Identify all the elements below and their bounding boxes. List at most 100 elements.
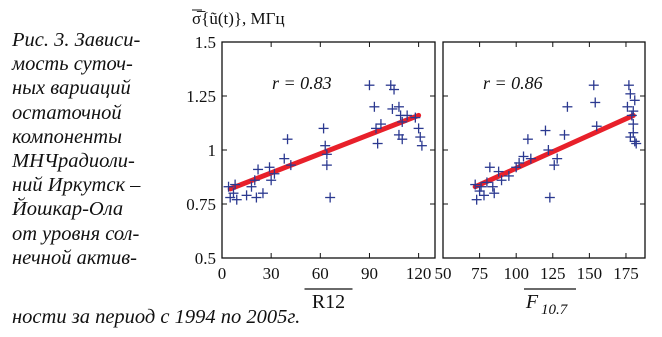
data-point <box>371 123 382 134</box>
correlation-annotation: r = 0.83 <box>272 73 332 93</box>
data-point <box>266 175 277 186</box>
data-point <box>393 101 404 112</box>
data-point <box>474 186 485 197</box>
data-point <box>372 138 383 149</box>
data-point <box>625 132 636 143</box>
x-tick-label: 125 <box>540 264 566 283</box>
data-point <box>626 110 637 121</box>
data-point <box>549 160 560 171</box>
data-point <box>241 190 252 201</box>
x-axis-label: F <box>525 291 539 313</box>
data-point <box>415 132 426 143</box>
x-tick-label: 90 <box>361 264 378 283</box>
correlation-annotation: r = 0.86 <box>483 73 543 93</box>
data-point <box>591 121 602 132</box>
caption-line: ных вариаций <box>12 77 131 100</box>
data-point <box>484 162 495 173</box>
data-point <box>631 138 642 149</box>
x-axis-label-subscript: 10.7 <box>541 302 569 318</box>
caption-line: МНЧрадиоли- <box>12 150 135 173</box>
x-tick-label: 75 <box>471 264 488 283</box>
data-point <box>489 188 500 199</box>
data-point <box>387 103 398 114</box>
data-point <box>518 151 529 162</box>
data-point <box>264 162 275 173</box>
panel-r12: 0 30 60 90 120 0.5 0.75 1 1.25 1.5 σ̅{ũ(t)}, МГц r … <box>186 9 436 313</box>
caption-tail: ности за период с 1994 по 2005г. <box>12 306 301 328</box>
y-tick-label: 1 <box>208 141 217 160</box>
x-tick-label: 120 <box>406 264 432 283</box>
data-point <box>410 112 421 123</box>
data-point <box>228 188 239 199</box>
data-point <box>364 80 375 91</box>
data-point <box>559 129 570 140</box>
data-point <box>487 181 498 192</box>
data-point <box>389 84 400 95</box>
data-point <box>590 97 601 108</box>
data-point <box>470 179 481 190</box>
y-axis-label: σ̅{ũ(t)}, МГц <box>192 9 285 28</box>
caption-line: Йошкар-Ола <box>12 198 124 221</box>
data-point <box>588 80 599 91</box>
caption-line: остаточной <box>12 101 122 124</box>
caption-line: от уровня сол- <box>12 222 140 245</box>
data-point <box>623 80 634 91</box>
x-axis-label: R12 <box>312 291 345 313</box>
data-point <box>628 106 639 117</box>
data-point <box>416 140 427 151</box>
data-point <box>471 194 482 205</box>
x-tick-label: 30 <box>263 264 280 283</box>
data-point <box>282 134 293 145</box>
x-tick-label: 150 <box>577 264 603 283</box>
caption-line: ний Иркутск – <box>12 174 141 197</box>
y-tick-label: 0.75 <box>186 195 216 214</box>
data-point <box>375 119 386 130</box>
data-point <box>493 166 504 177</box>
data-point <box>325 192 336 203</box>
x-tick-label: 100 <box>503 264 529 283</box>
x-tick-label: 0 <box>218 264 227 283</box>
data-point <box>321 149 332 160</box>
data-point <box>318 123 329 134</box>
caption-line: компоненты <box>12 125 122 148</box>
data-point <box>628 119 639 130</box>
data-point <box>397 116 408 127</box>
data-point <box>503 170 514 181</box>
data-point <box>543 145 554 155</box>
figure-caption: Рис. 3. Зависи- мость суточ- ных вариаци… <box>12 28 168 270</box>
data-point <box>540 125 551 136</box>
data-point <box>269 168 280 179</box>
y-tick-label: 0.5 <box>195 249 216 268</box>
x-tick-label: 50 <box>435 264 452 283</box>
data-point <box>481 177 492 188</box>
data-point <box>369 101 380 112</box>
data-point <box>397 134 408 145</box>
data-point <box>230 179 241 190</box>
data-point <box>514 157 525 168</box>
data-point <box>562 101 573 112</box>
data-point <box>321 160 332 171</box>
data-point <box>246 181 257 192</box>
trend-line <box>227 112 422 192</box>
y-tick-label: 1.25 <box>186 87 216 106</box>
data-point <box>625 88 636 99</box>
data-point <box>249 175 260 186</box>
data-point <box>525 153 536 164</box>
caption-line: мость суточ- <box>12 53 133 76</box>
data-point <box>478 190 489 201</box>
data-point <box>496 175 507 186</box>
data-point <box>285 160 296 171</box>
x-tick-label: 175 <box>613 264 639 283</box>
data-point <box>552 153 563 164</box>
data-point <box>476 181 487 192</box>
data-point <box>522 134 533 145</box>
data-point <box>413 123 424 134</box>
data-point <box>629 136 640 147</box>
caption-line: Рис. 3. Зависи- <box>12 29 141 51</box>
data-point <box>231 194 242 205</box>
data-point <box>622 101 633 112</box>
data-point <box>251 192 262 203</box>
data-point <box>279 153 290 164</box>
data-point <box>402 110 413 121</box>
